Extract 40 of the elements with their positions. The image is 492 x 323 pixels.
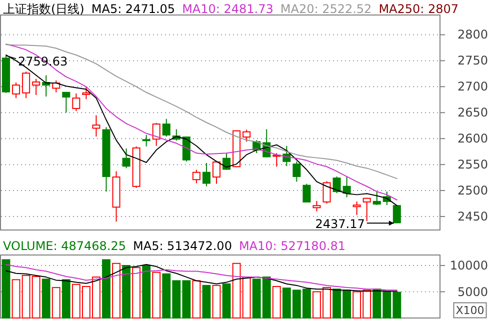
y-tick-label: 2550	[457, 158, 488, 172]
annotation: MA250: 2807	[378, 2, 459, 16]
candlestick	[92, 114, 100, 138]
series-label: MA10: 527180.81	[238, 239, 346, 253]
bar	[192, 280, 201, 318]
text: MA10: 2481.73	[182, 2, 274, 16]
y-tick-label: 5000	[457, 284, 488, 299]
bar	[212, 284, 221, 318]
bar	[112, 262, 120, 318]
bar	[42, 278, 50, 318]
bar	[132, 267, 141, 318]
series-label: VOLUME: 487468.25	[3, 239, 126, 253]
text: X100	[456, 304, 484, 317]
y-tick-label: 2700	[457, 80, 488, 94]
series-label: MA5: 513472.00	[133, 239, 232, 253]
text: MA5: 2471.05	[91, 2, 176, 16]
y-tick-label: 2750	[457, 54, 488, 68]
bar	[102, 259, 110, 318]
annotation: 2437.17	[315, 217, 365, 232]
bar	[202, 284, 211, 318]
bar	[2, 259, 10, 318]
y-tick-label: 2650	[457, 106, 488, 120]
y-tick-label: 2600	[457, 132, 488, 146]
bar	[12, 279, 20, 318]
y-tick-label: 2500	[457, 184, 488, 198]
text: MA20: 2522.52	[280, 2, 372, 16]
bar	[52, 287, 60, 318]
bar	[152, 272, 161, 318]
bar	[242, 276, 251, 318]
bar	[62, 279, 70, 318]
y-tick-label: 2450	[457, 210, 488, 224]
bar	[122, 265, 130, 318]
bar	[142, 265, 151, 318]
y-tick-label: 10000	[450, 258, 488, 272]
chart-title: 上证指数(日线)	[3, 2, 84, 16]
bar	[272, 286, 281, 318]
bar	[222, 283, 231, 318]
candlestick	[102, 126, 110, 192]
y-tick-label: 2800	[457, 28, 488, 42]
bar	[232, 262, 241, 318]
